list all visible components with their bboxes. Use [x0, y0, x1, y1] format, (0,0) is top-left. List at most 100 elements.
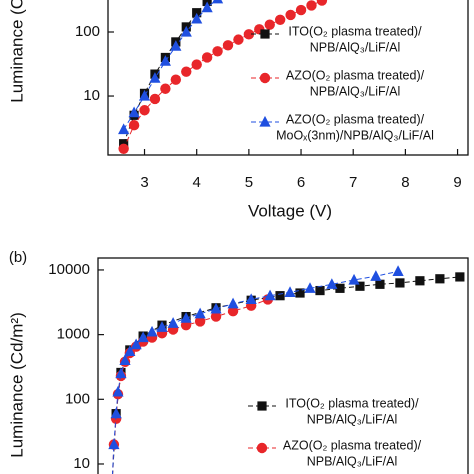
legend-label: AZO(O₂ plasma treated)/ [286, 112, 425, 126]
plot-frame [97, 257, 469, 474]
legend-label: NPB/AlQ₃/LiF/Al [310, 84, 401, 98]
marker-triangle [149, 72, 161, 83]
marker-triangle [370, 270, 382, 281]
marker-triangle [304, 282, 316, 293]
y-tick-label: 10 [73, 455, 90, 472]
marker-triangle [128, 106, 140, 118]
marker-circle [274, 14, 286, 26]
marker-circle [194, 316, 206, 327]
legend-label: NPB/AlQ₃/LiF/Al [307, 412, 398, 426]
y-tick-label: 10000 [48, 261, 90, 278]
x-tick-label: 6 [297, 174, 305, 191]
marker-circle [259, 72, 271, 84]
marker-circle [227, 306, 239, 317]
marker-triangle [112, 385, 124, 397]
legend-label: NPB/AlQ₃/LiF/Al [307, 454, 398, 468]
marker-triangle [137, 331, 149, 343]
marker-circle [191, 59, 202, 70]
marker-circle [212, 46, 223, 57]
marker-circle [139, 105, 150, 116]
marker-circle [295, 4, 307, 16]
plot-frame [107, 0, 469, 156]
y-tick-label: 100 [65, 390, 90, 407]
marker-triangle [170, 40, 182, 51]
marker-square [257, 401, 267, 411]
marker-triangle [211, 0, 224, 4]
marker-triangle [245, 293, 257, 305]
marker-square [295, 288, 305, 298]
marker-triangle [115, 367, 127, 379]
legend-label: MoOₓ(3nm)/NPB/AlQ₃/LiF/Al [276, 128, 434, 142]
marker-triangle [194, 307, 206, 319]
marker-circle [233, 34, 244, 45]
marker-square [355, 281, 365, 291]
marker-triangle [180, 312, 192, 323]
marker-square [395, 278, 405, 288]
plot-area [118, 0, 328, 154]
legend-label: ITO(O₂ plasma treated)/ [288, 24, 422, 38]
marker-circle [170, 74, 182, 85]
marker-circle [256, 442, 268, 454]
series-line [123, 0, 217, 130]
marker-triangle [156, 321, 168, 332]
panel-label: (b) [9, 249, 27, 266]
marker-circle [201, 52, 213, 63]
marker-triangle [146, 325, 158, 337]
marker-triangle [119, 354, 131, 365]
x-tick-label: 8 [401, 174, 409, 191]
marker-circle [210, 311, 222, 322]
x-tick-label: 4 [193, 174, 201, 191]
x-tick-label: 5 [245, 174, 253, 191]
x-tick-label: 3 [140, 174, 148, 191]
marker-circle [285, 9, 296, 21]
marker-circle [243, 29, 255, 40]
marker-triangle [227, 297, 239, 309]
plot-area [108, 265, 465, 474]
marker-square [375, 279, 385, 289]
y-tick-label: 100 [75, 23, 100, 40]
marker-square [415, 276, 425, 286]
marker-square [315, 285, 325, 296]
marker-circle [181, 66, 192, 77]
marker-circle [222, 40, 234, 51]
x-axis-label: Voltage (V) [248, 201, 332, 220]
y-axis-label: Luminance (Cd/m²) [7, 0, 26, 103]
marker-square [275, 291, 285, 301]
marker-triangle [110, 407, 122, 419]
marker-triangle [326, 278, 338, 289]
marker-triangle [284, 286, 296, 297]
legend-label: ITO(O₂ plasma treated)/ [285, 396, 419, 410]
y-tick-label: 1000 [57, 326, 90, 343]
marker-circle [149, 93, 161, 105]
marker-circle [160, 83, 171, 94]
marker-circle [316, 0, 328, 6]
marker-circle [128, 120, 140, 131]
marker-triangle [259, 115, 271, 127]
marker-circle [118, 143, 129, 154]
marker-square [192, 8, 202, 18]
marker-triangle [167, 317, 179, 328]
y-axis-label: Luminance (Cd/m²) [7, 312, 26, 458]
marker-triangle [201, 1, 213, 13]
marker-triangle [191, 12, 203, 24]
marker-triangle [210, 302, 222, 314]
marker-triangle [264, 289, 276, 301]
marker-square [260, 29, 270, 39]
marker-circle [306, 0, 317, 11]
legend-label: NPB/AlQ₃/LiF/Al [310, 40, 401, 54]
marker-triangle [159, 55, 171, 66]
marker-square [435, 274, 445, 284]
marker-triangle [348, 273, 360, 285]
x-tick-label: 9 [453, 174, 461, 191]
y-tick-label: 10 [83, 87, 100, 104]
legend-label: AZO(O₂ plasma treated)/ [286, 68, 425, 82]
marker-circle [264, 19, 275, 30]
marker-triangle [108, 438, 120, 450]
marker-square [335, 283, 345, 293]
marker-square [455, 272, 465, 282]
x-tick-label: 7 [349, 174, 357, 191]
marker-triangle [138, 89, 151, 101]
marker-triangle [124, 345, 136, 357]
marker-triangle [180, 25, 192, 37]
